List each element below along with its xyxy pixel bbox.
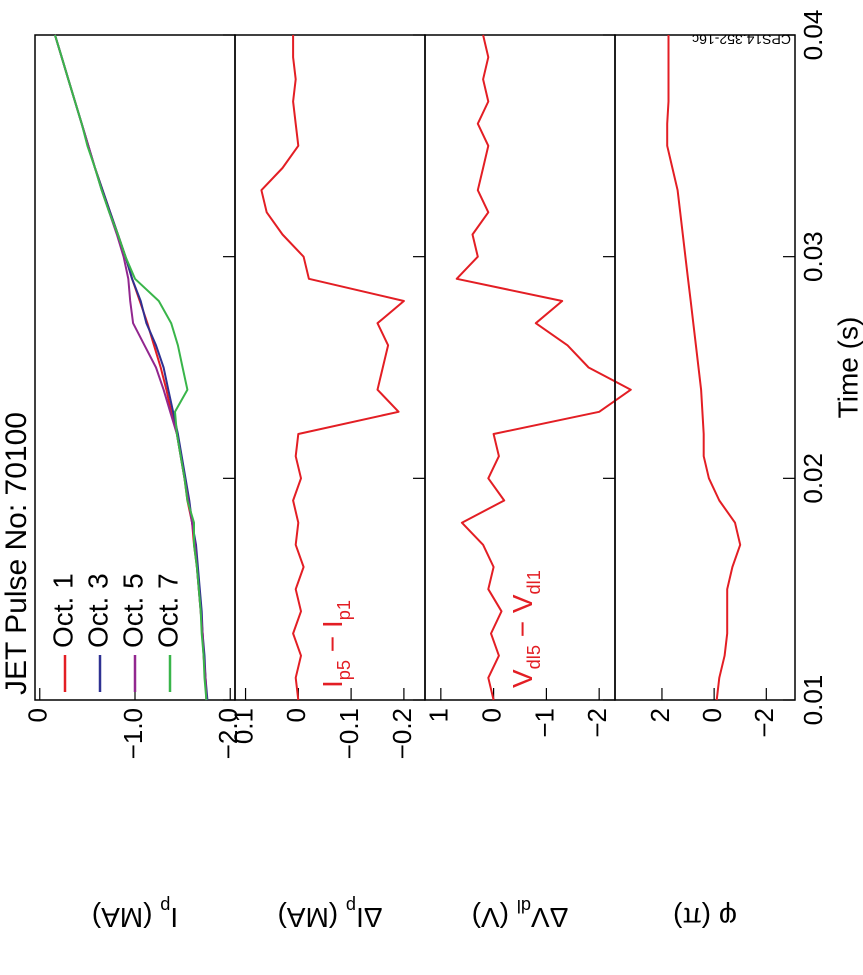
figure: 0 −1.0 −2.0 Ip (MA) Oct. 1 Oct. 3 Oct. 5 Oct. 7…: [0, 10, 863, 933]
panel-frame: [614, 34, 796, 701]
x-axis-label: Time (s): [832, 317, 863, 419]
x-tick-label: 0.01: [798, 675, 828, 726]
y-tick-label: 0: [281, 708, 311, 722]
legend-label: Oct. 5: [117, 573, 148, 648]
y-tick-label: −1: [529, 708, 559, 738]
y-axis-label-part: (V): [472, 902, 517, 933]
annotation-part: − V: [507, 594, 538, 645]
legend-label: Oct. 3: [82, 573, 113, 648]
y-tick-label: −2: [749, 708, 779, 738]
y-axis-label: φ (π): [673, 902, 737, 933]
y-tick-label: −2: [582, 708, 612, 738]
annotation-part: I: [317, 680, 348, 688]
y-axis-label-part: dl: [517, 896, 531, 916]
y-tick-label: −0.2: [387, 708, 417, 759]
annotation: Ip5 − Ip1: [317, 600, 353, 688]
y-axis-label-part: (MA): [92, 902, 160, 933]
y-axis-label-part: φ (π): [673, 902, 737, 933]
y-tick-label: −2.0: [213, 708, 243, 759]
x-tick-label: 0.02: [798, 453, 828, 504]
y-tick-label: 0: [476, 708, 506, 722]
x-tick-label: 0.03: [798, 231, 828, 282]
annotation-part: p5: [334, 660, 354, 680]
annotation-part: V: [507, 669, 538, 688]
y-axis-label: ΔIp (MA): [277, 896, 382, 932]
y-tick-label: −1.0: [118, 708, 148, 759]
y-tick-label: 0: [23, 708, 53, 722]
y-tick-label: 0: [697, 708, 727, 722]
annotation-part: − I: [317, 620, 348, 660]
y-tick-label: 1: [424, 708, 454, 722]
y-axis-label-part: (MA): [277, 902, 345, 933]
y-axis-label-part: p: [160, 896, 170, 916]
series-line: [455, 34, 632, 701]
y-tick-label: −0.1: [334, 708, 364, 759]
series-line: [54, 34, 208, 701]
chart-title: JET Pulse No: 70100: [0, 412, 33, 695]
y-axis-label: ΔVdl (V): [472, 896, 569, 932]
annotation-part: p1: [334, 600, 354, 620]
series-line: [666, 35, 742, 701]
annotation-part: dl1: [524, 570, 544, 594]
y-axis-label: Ip (MA): [92, 896, 178, 932]
annotation: Vdl5 − Vdl1: [507, 570, 543, 688]
panel-frame: [234, 34, 426, 701]
x-tick-label: 0.04: [798, 10, 828, 61]
series-line: [260, 35, 405, 701]
annotation-part: dl5: [524, 645, 544, 669]
y-axis-label-part: ΔV: [531, 902, 569, 933]
figure-code: CPS14.352-16c: [692, 31, 791, 47]
y-axis-label-part: ΔI: [356, 902, 382, 933]
legend-label: Oct. 7: [152, 573, 183, 648]
y-tick-label: 0.1: [228, 708, 258, 744]
y-axis-label-part: p: [346, 896, 356, 916]
y-tick-label: 2: [645, 708, 675, 722]
y-axis-label-part: I: [170, 902, 178, 933]
legend-label: Oct. 1: [47, 573, 78, 648]
